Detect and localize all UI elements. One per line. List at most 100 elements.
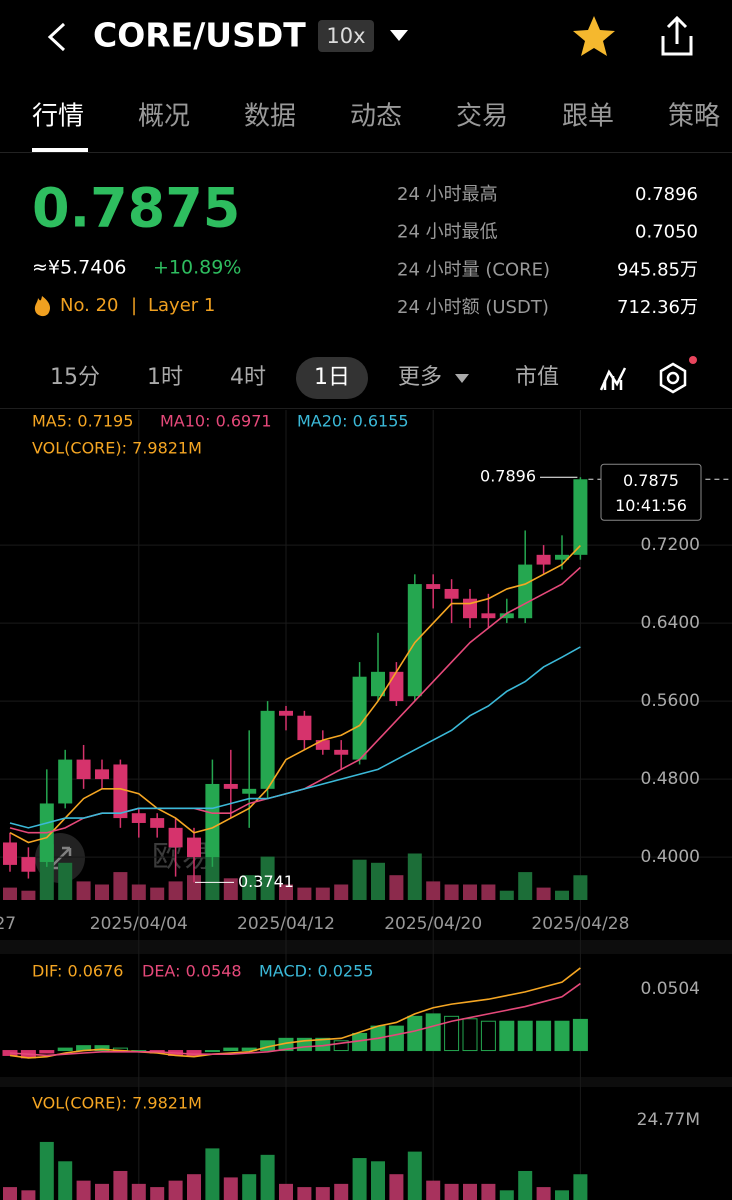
volume-bar	[426, 881, 441, 900]
volume-legend: VOL(CORE): 7.9821M	[32, 1094, 202, 1113]
volume-bar	[352, 1158, 367, 1200]
volume-bar	[187, 875, 201, 900]
ma-line	[9, 545, 581, 844]
volume-legend: VOL(CORE): 7.9821M	[32, 439, 202, 458]
last-time: 10:41:56	[615, 496, 687, 515]
interval[interactable]: 市值	[515, 365, 559, 390]
volume-bar	[315, 1187, 330, 1200]
candle-body	[352, 676, 367, 760]
volume-bar	[95, 1183, 109, 1200]
volume-bar	[371, 1161, 385, 1200]
tab[interactable]: 数据	[244, 102, 296, 132]
candle-body	[3, 842, 17, 865]
macd-bar	[223, 1047, 239, 1052]
volume-bar	[463, 1183, 477, 1200]
last-price: 0.7875	[623, 471, 679, 490]
volume-bar	[481, 884, 496, 900]
volume-bar	[113, 1170, 128, 1200]
volume-bar	[150, 887, 165, 900]
y-tick-label: 0.4000	[641, 847, 700, 867]
divider	[0, 152, 732, 153]
volume-bar	[187, 1174, 201, 1200]
volume-bar	[555, 890, 569, 900]
volume-bar	[463, 884, 477, 900]
candle-body	[426, 584, 441, 589]
interval[interactable]: 1时	[147, 365, 183, 390]
volume-bar	[21, 890, 36, 900]
tab[interactable]: 动态	[350, 102, 402, 132]
tab[interactable]: 跟单	[562, 102, 614, 132]
macd-bar	[499, 1020, 515, 1052]
macd-legend: DEA: 0.0548	[142, 962, 242, 981]
low-label: 0.3741	[238, 872, 294, 891]
volume-bar	[58, 862, 73, 900]
legend: MA10: 0.6971	[160, 412, 272, 431]
indicator-icon[interactable]	[599, 367, 627, 391]
tab[interactable]: 行情	[32, 102, 84, 132]
stat-label: 24 小时量 (CORE)	[397, 259, 550, 280]
candle-body	[168, 827, 183, 848]
price-cny: ≈¥5.7406	[32, 257, 127, 279]
candle-body	[95, 769, 109, 780]
interval[interactable]: 更多	[398, 365, 442, 390]
candle-body	[481, 613, 496, 619]
candle-body	[334, 749, 349, 755]
volume-bar	[279, 1183, 293, 1200]
volume-bar	[444, 1183, 459, 1200]
leverage-pill[interactable]	[318, 20, 374, 52]
macd-bar	[536, 1020, 552, 1052]
tag[interactable]: Layer 1	[148, 295, 215, 316]
volume-bar	[205, 1148, 220, 1200]
volume-bar	[518, 1170, 533, 1200]
tab[interactable]: 交易	[456, 102, 508, 132]
macd-legend: DIF: 0.0676	[32, 962, 123, 981]
volume-bar	[131, 884, 146, 900]
candle-body	[223, 783, 238, 789]
stat-value: 712.36万	[617, 297, 698, 318]
macd-bar	[462, 1018, 478, 1052]
volume-bar	[407, 1151, 422, 1200]
volume-bar	[481, 1183, 496, 1200]
volume-bar	[223, 1177, 238, 1200]
volume-bar	[573, 875, 588, 900]
back-button[interactable]	[47, 22, 66, 52]
settings-icon[interactable]	[659, 356, 697, 394]
share[interactable]	[661, 15, 693, 56]
interval[interactable]: 15分	[50, 365, 100, 390]
volume-bar	[315, 887, 330, 900]
pair[interactable]: CORE/USDT	[93, 16, 306, 55]
volume-bar	[168, 881, 183, 900]
candle-body	[113, 764, 128, 819]
volume-bar	[260, 856, 275, 900]
interval[interactable]: 1日	[314, 365, 350, 390]
candle-body	[260, 710, 275, 789]
separator: |	[131, 295, 137, 316]
ma-line	[9, 967, 581, 1059]
macd-bar	[444, 1015, 460, 1052]
volume-bar	[352, 859, 367, 900]
candle-body	[407, 584, 422, 697]
favorite[interactable]	[573, 16, 615, 56]
y-tick-label: 0.4800	[641, 769, 700, 789]
tab[interactable]: 策略	[668, 102, 720, 132]
candle-body	[297, 715, 312, 741]
x-tick-label: 2025/04/04	[90, 914, 188, 934]
price: 0.7875	[32, 177, 240, 240]
tab[interactable]: 概况	[138, 102, 190, 132]
tab-underline	[32, 148, 88, 152]
legend: MA20: 0.6155	[297, 412, 409, 431]
interval[interactable]: 4时	[230, 365, 266, 390]
macd-bar	[480, 1020, 496, 1052]
volume-bar	[39, 1141, 54, 1200]
stat-value: 0.7896	[635, 184, 698, 205]
volume-bar	[113, 872, 128, 900]
volume-bar	[168, 1180, 183, 1200]
dropdown[interactable]	[390, 30, 408, 41]
rank[interactable]: No. 20	[60, 295, 119, 316]
candle-body	[21, 857, 36, 872]
volume-bar	[279, 884, 293, 900]
candle-body	[187, 837, 201, 858]
volume-bar	[499, 890, 514, 900]
volume-bar	[334, 884, 349, 900]
